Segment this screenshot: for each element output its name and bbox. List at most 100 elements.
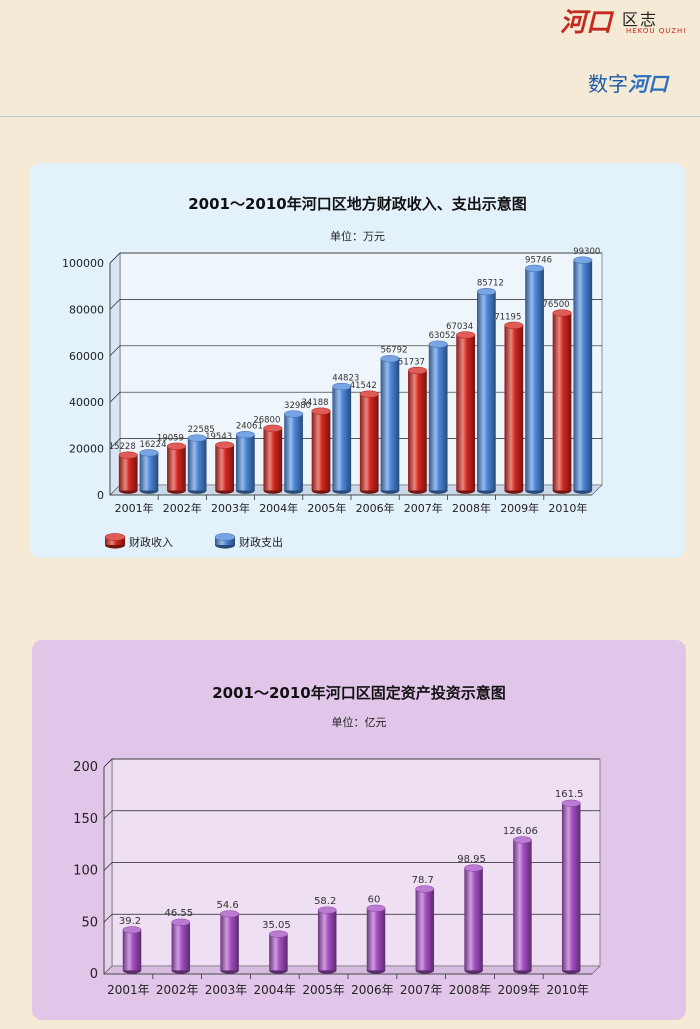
y-tick-label: 80000 (69, 303, 104, 316)
y-tick-label: 200 (73, 760, 98, 775)
x-tick-label: 2009年 (500, 501, 539, 515)
bar-body (513, 839, 532, 971)
bar-body (118, 455, 138, 491)
bar-body (122, 929, 142, 971)
gridline-side (103, 914, 113, 923)
bar-top (456, 331, 476, 339)
investment-chart: 0 50 100 150 200 39.2 2001年 46.55 2002年 54.6 2003年… (73, 758, 601, 997)
x-tick-label: 2009年 (498, 983, 541, 997)
data-label: 54.6 (216, 900, 238, 911)
x-tick-label: 2001年 (107, 983, 150, 997)
legend-label: 财政收入 (129, 535, 173, 549)
bar (476, 288, 496, 494)
logo-latin: HEKOU QUZHI (626, 27, 687, 35)
data-label: 98.95 (457, 854, 486, 865)
bar-top (524, 264, 545, 272)
x-tick-label: 2005年 (302, 983, 345, 997)
bar-top (317, 906, 337, 914)
section-title-accent: 河口 (628, 72, 668, 96)
bar (380, 355, 400, 494)
bar-top (380, 355, 400, 363)
bar-top (311, 407, 331, 415)
x-tick-label: 2004年 (259, 501, 298, 515)
bar-body (187, 438, 207, 491)
data-label: 39.2 (119, 916, 141, 927)
y-tick-label: 60000 (69, 350, 104, 363)
bar-body (415, 888, 435, 971)
header-logo: 河口 区志 HEKOU QUZHI (560, 2, 698, 44)
bar-top (428, 340, 448, 348)
bar (407, 366, 428, 494)
data-label: 161.5 (555, 789, 584, 800)
legend-item: 财政收入 (104, 533, 173, 549)
data-label: 51737 (398, 357, 425, 367)
x-tick-label: 2010年 (548, 501, 587, 515)
x-tick-label: 2004年 (254, 983, 297, 997)
bar-top (283, 410, 304, 418)
bar (118, 451, 138, 494)
legend-swatch (214, 533, 236, 549)
finance-chart: 0 20000 40000 60000 80000 100000 15228 16224 200… (62, 247, 603, 549)
bar (504, 321, 524, 494)
bar-body (269, 934, 288, 971)
bar-top (187, 434, 207, 442)
logo-main: 河口 (560, 8, 613, 38)
bar-body (359, 394, 379, 491)
data-label: 95746 (525, 255, 552, 265)
bar-body (428, 344, 448, 491)
bar-top (561, 799, 581, 807)
gridline-side (109, 391, 121, 403)
bar (415, 885, 435, 974)
logo-sub: 区志 (622, 10, 659, 29)
data-label: 126.06 (503, 826, 538, 837)
y-tick-label: 100000 (62, 257, 104, 270)
bar-body (456, 334, 475, 491)
x-tick-label: 2010年 (546, 983, 589, 997)
bar (428, 340, 448, 494)
bar-top (415, 885, 435, 893)
data-label: 44823 (332, 374, 359, 384)
x-tick-label: 2003年 (205, 983, 248, 997)
bar-body (139, 452, 159, 491)
y-tick-label: 0 (97, 489, 104, 502)
data-label: 58.2 (314, 896, 336, 907)
bar (573, 256, 593, 494)
data-label: 46.55 (164, 908, 193, 919)
investment-chart-panel: 2001～2010年河口区固定资产投资示意图 单位：亿元 0 50 100 150 20… (32, 640, 686, 1020)
bar-body (366, 908, 386, 971)
bar-body (171, 922, 191, 971)
legend-swatch (104, 533, 126, 549)
y-tick-label: 50 (81, 915, 98, 930)
bar (552, 309, 572, 494)
bar (220, 910, 240, 974)
bar-body (525, 268, 544, 491)
bar (512, 836, 532, 974)
legend-item: 财政支出 (214, 533, 283, 549)
bar-top (118, 451, 138, 459)
bar (187, 434, 207, 494)
bar-body (317, 910, 337, 971)
y-tick-label: 100 (73, 864, 98, 879)
x-tick-label: 2006年 (356, 501, 395, 515)
data-label: 76500 (543, 300, 570, 310)
data-label: 32980 (284, 401, 311, 411)
gridline-side (109, 438, 121, 449)
gridline-side (103, 862, 113, 871)
bar (171, 918, 191, 974)
gridline-side (103, 810, 113, 819)
data-label: 56792 (380, 346, 407, 356)
bar-top (476, 288, 496, 296)
bar (263, 424, 283, 494)
data-label: 24061 (236, 422, 263, 432)
bar-top (552, 309, 572, 317)
bar (122, 926, 142, 974)
data-label: 26800 (253, 415, 280, 425)
bar (359, 390, 379, 494)
data-label: 15228 (109, 442, 136, 452)
finance-chart-unit: 单位：万元 (330, 230, 385, 243)
finance-chart-panel: 2001～2010年河口区地方财政收入、支出示意图 单位：万元 0 20000 40… (30, 163, 685, 558)
header-divider (0, 116, 700, 117)
bar (283, 410, 304, 494)
x-tick-label: 2003年 (211, 501, 250, 515)
bar-top (122, 926, 142, 934)
